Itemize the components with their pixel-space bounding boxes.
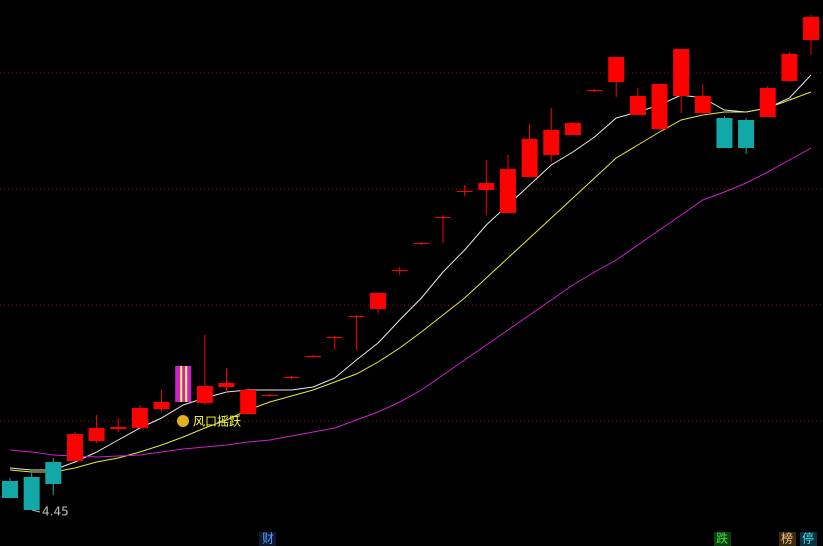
- candle-body: [543, 130, 560, 155]
- candle-body: [456, 191, 473, 192]
- candle-body: [23, 477, 40, 510]
- candle-body: [305, 356, 322, 357]
- candle-body: [608, 57, 625, 82]
- moving-average: [9, 74, 812, 471]
- moving-average: [9, 91, 812, 473]
- candle-body: [370, 293, 387, 309]
- marker-bg: [259, 532, 276, 546]
- marker: 榜: [781, 531, 793, 546]
- candle-body: [759, 88, 776, 117]
- candle-body: [586, 90, 603, 91]
- candle-body: [694, 96, 711, 113]
- marker-bg: [800, 532, 817, 546]
- candle-body: [413, 243, 430, 244]
- low-marker: 4.45: [42, 505, 69, 519]
- candle-body: [66, 434, 83, 461]
- marker: 跌: [716, 531, 728, 546]
- candle-body: [803, 17, 820, 40]
- annotation-icon: [177, 415, 189, 427]
- candle-body: [196, 386, 213, 403]
- candle-body: [478, 183, 495, 190]
- candle-stripe: [185, 366, 188, 402]
- candle-body: [391, 270, 408, 271]
- candle-body: [738, 120, 755, 148]
- candle-body: [326, 337, 343, 338]
- annotation: 风口摇跃: [193, 415, 241, 429]
- candle-body: [261, 395, 278, 396]
- candle-stripe: [180, 366, 183, 402]
- candle-body: [781, 54, 798, 81]
- candle-body: [2, 481, 18, 498]
- candle-body: [153, 402, 170, 409]
- candle-body: [673, 49, 690, 96]
- candle-body: [716, 118, 733, 148]
- candle-body: [175, 366, 192, 402]
- marker-bg: [779, 532, 796, 546]
- candle-body: [88, 428, 105, 441]
- low-marker-arrow: [31, 509, 41, 513]
- candle-body: [499, 169, 516, 213]
- marker-bg: [714, 532, 731, 546]
- candle-body: [218, 383, 235, 387]
- marker: 停: [802, 531, 814, 546]
- candle-body: [435, 217, 451, 218]
- candle-body: [110, 427, 127, 429]
- candle-body: [45, 462, 62, 484]
- candle-body: [629, 96, 646, 115]
- moving-average: [9, 147, 812, 458]
- candle-body: [131, 408, 148, 428]
- candle-body: [651, 84, 668, 129]
- candle-body: [564, 123, 581, 135]
- candle-body: [240, 390, 257, 414]
- candle-body: [521, 139, 538, 177]
- candle-body: [348, 316, 365, 317]
- marker: 财: [262, 532, 274, 546]
- candle-body: [283, 377, 300, 378]
